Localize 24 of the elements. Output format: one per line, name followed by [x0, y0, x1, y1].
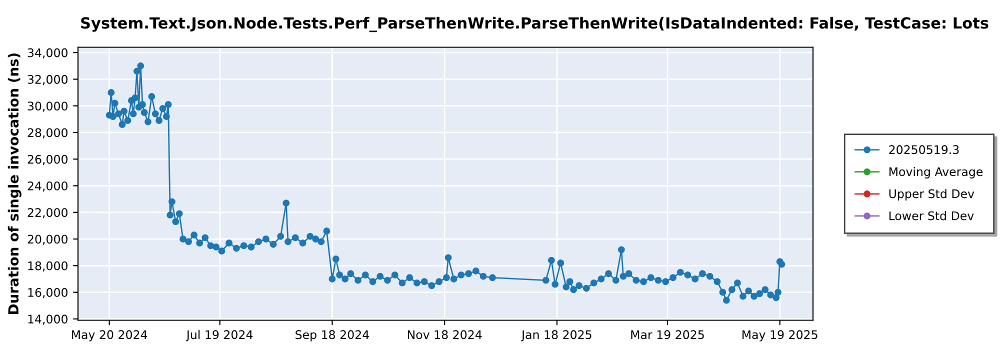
- x-tick-label: May 19 2025: [742, 330, 818, 342]
- x-tick-label: Nov 18 2024: [408, 330, 482, 340]
- y-tick-label: 34,000: [28, 48, 68, 58]
- y-tick-label: 26,000: [28, 154, 68, 165]
- legend-label: Upper Std Dev: [889, 189, 974, 200]
- y-tick-label: 20,000: [28, 234, 68, 245]
- x-tick-label: May 20 2024: [72, 330, 148, 342]
- x-tick-label: Mar 19 2025: [631, 330, 704, 340]
- x-tick-label: Sep 18 2024: [296, 330, 369, 342]
- chart-title: System.Text.Json.Node.Tests.Perf_ParseThenWrite.ParseThenWrite(IsDataIndented: False, TestCase: Lots: [81, 16, 988, 32]
- x-tick-label: Jul 19 2024: [186, 330, 253, 342]
- y-tick-label: 30,000: [28, 102, 68, 112]
- y-tick-label: 28,000: [28, 128, 68, 138]
- y-tick-label: 32,000: [28, 74, 68, 86]
- y-axis-title: Duration of single invocation (ns): [8, 53, 22, 314]
- legend-label: Lower Std Dev: [889, 211, 974, 220]
- y-tick-label: 16,000: [28, 288, 68, 298]
- y-tick-label: 24,000: [28, 181, 68, 192]
- y-tick-label: 14,000: [28, 314, 68, 325]
- y-tick-label: 22,000: [28, 208, 68, 218]
- legend-label: Moving Average: [889, 167, 983, 178]
- x-tick-label: Jan 18 2025: [520, 330, 592, 342]
- y-tick-label: 18,000: [28, 261, 68, 272]
- legend-label: 20250519.3: [889, 145, 959, 154]
